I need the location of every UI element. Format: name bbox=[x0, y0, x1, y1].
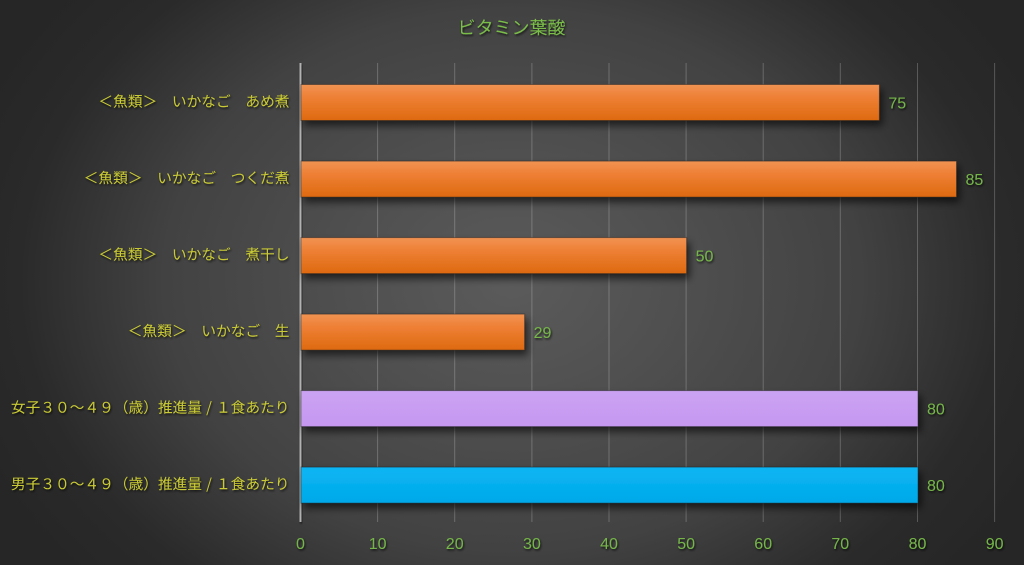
svg-text:75: 75 bbox=[888, 96, 906, 113]
svg-text:50: 50 bbox=[677, 536, 695, 553]
svg-text:80: 80 bbox=[927, 401, 945, 418]
svg-text:0: 0 bbox=[296, 536, 305, 553]
svg-text:29: 29 bbox=[534, 325, 552, 342]
svg-text:90: 90 bbox=[986, 536, 1004, 553]
svg-text:80: 80 bbox=[927, 478, 945, 495]
svg-text:85: 85 bbox=[966, 172, 984, 189]
svg-text:80: 80 bbox=[909, 536, 927, 553]
svg-text:30: 30 bbox=[523, 536, 541, 553]
svg-text:50: 50 bbox=[696, 248, 714, 265]
svg-text:40: 40 bbox=[600, 536, 618, 553]
svg-text:60: 60 bbox=[754, 536, 772, 553]
svg-text:10: 10 bbox=[369, 536, 387, 553]
svg-text:20: 20 bbox=[446, 536, 464, 553]
svg-text:70: 70 bbox=[831, 536, 849, 553]
